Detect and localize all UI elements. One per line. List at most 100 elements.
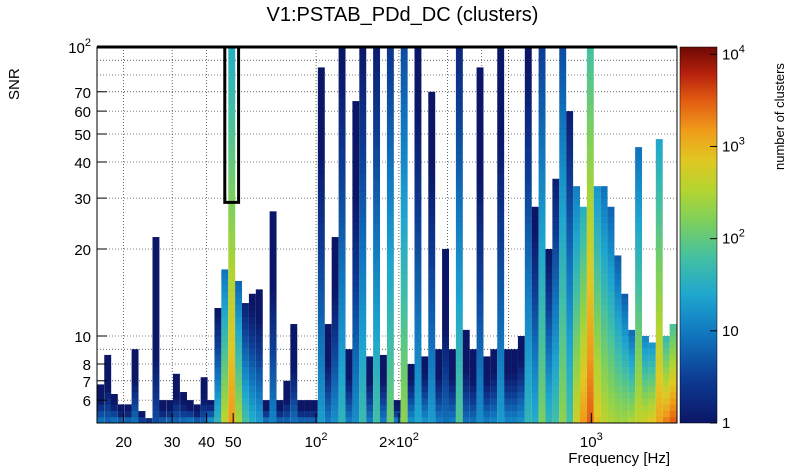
heatmap-cell (359, 147, 367, 155)
heatmap-cell (269, 222, 277, 230)
heatmap-cell (331, 285, 339, 292)
heatmap-cell (642, 341, 649, 349)
heatmap-cell (242, 322, 249, 330)
heatmap-cell (497, 416, 505, 423)
heatmap-cell (455, 404, 463, 411)
heatmap-cell (455, 285, 463, 292)
heatmap-cell (400, 335, 408, 343)
heatmap-cell (131, 391, 139, 399)
heatmap-cell (538, 103, 546, 111)
heatmap-cell (228, 329, 236, 336)
heatmap-cell (524, 354, 532, 361)
heatmap-cell (538, 329, 546, 336)
heatmap-cell (338, 354, 346, 361)
heatmap-cell (290, 379, 298, 386)
heatmap-cell (414, 316, 422, 324)
heatmap-cell (462, 354, 470, 361)
heatmap-cell (235, 291, 243, 299)
heatmap-cell (386, 159, 394, 167)
heatmap-cell (428, 397, 436, 405)
heatmap-cell (455, 147, 463, 155)
heatmap-cell (180, 392, 187, 399)
heatmap-cell (559, 341, 567, 349)
heatmap-cell (586, 84, 594, 92)
heatmap-cell (352, 379, 360, 386)
heatmap-cell (462, 360, 470, 368)
heatmap-cell (386, 78, 394, 86)
heatmap-cell (579, 241, 587, 249)
heatmap-cell (414, 166, 422, 173)
heatmap-cell (476, 322, 484, 330)
heatmap-cell (269, 253, 277, 261)
heatmap-cell (352, 391, 360, 399)
heatmap-cell (648, 410, 656, 418)
heatmap-cell (352, 310, 360, 317)
heatmap-cell (476, 291, 484, 299)
heatmap-cell (593, 410, 601, 418)
heatmap-cell (538, 347, 546, 355)
heatmap-cell (221, 316, 229, 324)
heatmap-cell (124, 416, 132, 423)
y-tick-label: 7 (83, 374, 91, 391)
heatmap-cell (545, 322, 553, 330)
y-tick-label: 70 (74, 85, 91, 102)
heatmap-cell (593, 310, 601, 317)
heatmap-cell (497, 379, 505, 386)
heatmap-cell (235, 379, 243, 386)
heatmap-cell (255, 372, 263, 380)
heatmap-cell (228, 90, 236, 98)
heatmap-cell (662, 347, 670, 355)
heatmap-cell (117, 416, 125, 423)
heatmap-cell (497, 147, 505, 155)
heatmap-cell (669, 324, 677, 330)
heatmap-cell (462, 379, 470, 386)
heatmap-cell (476, 147, 484, 155)
heatmap-cell (317, 341, 325, 349)
heatmap-cell (455, 410, 463, 418)
heatmap-cell (483, 391, 491, 399)
heatmap-cell (262, 416, 270, 423)
y-tick-label: 50 (74, 127, 91, 144)
heatmap-cell (566, 159, 574, 167)
heatmap-cell (317, 128, 325, 136)
heatmap-cell (400, 191, 408, 198)
heatmap-cell (579, 322, 587, 330)
heatmap-cell (593, 272, 601, 280)
heatmap-cell (228, 216, 236, 223)
heatmap-cell (600, 260, 608, 267)
heatmap-cell (180, 410, 187, 418)
heatmap-cell (455, 322, 463, 330)
heatmap-cell (586, 303, 594, 311)
heatmap-cell (531, 228, 539, 236)
heatmap-cell (552, 247, 560, 255)
heatmap-cell (566, 253, 574, 261)
heatmap-cell (531, 303, 539, 311)
heatmap-cell (586, 115, 594, 123)
heatmap-cell (524, 78, 532, 86)
heatmap-cell (552, 335, 560, 343)
heatmap-cell (524, 184, 532, 192)
heatmap-cell (400, 216, 408, 223)
heatmap-cell (531, 372, 539, 380)
heatmap-cell (600, 347, 608, 355)
heatmap-cell (579, 266, 587, 274)
heatmap-cell (352, 109, 360, 117)
heatmap-cell (662, 360, 670, 368)
heatmap-cell (497, 203, 505, 211)
heatmap-cell (524, 191, 532, 198)
heatmap-cell (662, 410, 670, 418)
heatmap-cell (242, 347, 249, 355)
heatmap-cell (400, 141, 408, 148)
heatmap-cell (455, 84, 463, 92)
heatmap-cell (573, 310, 580, 317)
heatmap-cell (317, 184, 325, 192)
heatmap-cell (511, 391, 518, 399)
heatmap-cell (338, 303, 346, 311)
heatmap-cell (110, 393, 118, 399)
heatmap-cell (586, 141, 594, 148)
heatmap-cell (242, 316, 249, 324)
heatmap-cell (593, 385, 601, 393)
heatmap-cell (400, 209, 408, 217)
heatmap-cell (214, 379, 222, 386)
heatmap-cell (607, 335, 615, 343)
